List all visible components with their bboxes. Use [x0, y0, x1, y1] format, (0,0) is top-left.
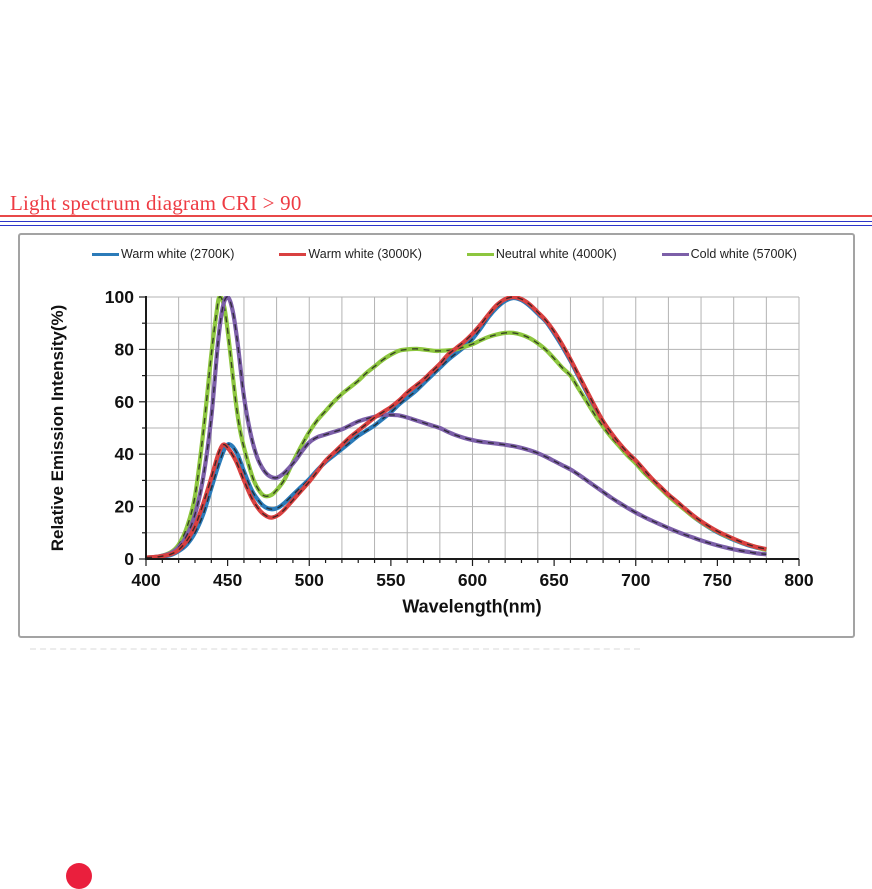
chart-panel: Warm white (2700K) Warm white (3000K) Neut… — [18, 233, 855, 638]
y-tick-label: 100 — [105, 287, 134, 307]
faint-dashed-line — [30, 648, 640, 650]
legend-swatch-icon — [661, 252, 689, 256]
x-axis-title: Wavelength(nm) — [402, 596, 542, 617]
y-tick-label: 60 — [115, 392, 135, 412]
title-rule-red — [0, 215, 872, 217]
x-tick-label: 550 — [376, 570, 405, 590]
spectrum-chart-svg: 400 450 500 550 600 650 700 750 800 0 20 40 60 80 100 — [105, 287, 814, 590]
curve-warm-white-3000k-dash-overlay — [146, 296, 767, 559]
y-tick-label: 80 — [115, 339, 135, 359]
legend-label: Warm white (2700K) — [121, 247, 235, 261]
x-tick-labels: 400 450 500 550 600 650 700 750 800 — [131, 570, 813, 590]
y-tick-label: 20 — [115, 497, 135, 517]
legend-label: Neutral white (4000K) — [495, 247, 617, 261]
title-rule-blue-bottom — [0, 225, 872, 226]
legend-label: Cold white (5700K) — [690, 247, 797, 261]
x-tick-label: 650 — [540, 570, 569, 590]
y-tick-label: 40 — [115, 444, 135, 464]
legend-item-2: Neutral white (4000K) — [466, 247, 617, 261]
curve-neutral-white-4000k — [146, 296, 767, 560]
legend-item-1: Warm white (3000K) — [279, 247, 422, 261]
red-dot-decoration — [66, 863, 92, 889]
x-tick-label: 500 — [295, 570, 324, 590]
x-tick-label: 400 — [131, 570, 160, 590]
x-tick-label: 600 — [458, 570, 487, 590]
y-tick-labels: 0 20 40 60 80 100 — [105, 287, 134, 569]
ticks — [139, 296, 800, 566]
x-tick-label: 750 — [703, 570, 732, 590]
curves — [146, 296, 767, 560]
page-title: Light spectrum diagram CRI > 90 — [10, 191, 302, 215]
curve-neutral-white-4000k-dash-overlay — [146, 296, 767, 559]
curve-cold-white-5700k-dash-overlay — [146, 296, 767, 559]
legend-swatch-icon — [92, 252, 119, 256]
x-tick-label: 700 — [621, 570, 650, 590]
legend-swatch-icon — [279, 252, 307, 256]
title-rule-blue-top — [0, 221, 872, 222]
legend: Warm white (2700K) Warm white (3000K) Neut… — [92, 247, 797, 261]
y-axis-title: Relative Emission Intensity(%) — [48, 304, 67, 552]
y-tick-label: 0 — [124, 549, 134, 569]
legend-label: Warm white (3000K) — [308, 247, 422, 261]
x-tick-label: 450 — [213, 570, 242, 590]
legend-item-3: Cold white (5700K) — [661, 247, 797, 261]
legend-item-0: Warm white (2700K) — [92, 247, 234, 261]
legend-swatch-icon — [466, 252, 494, 256]
curve-warm-white-2700k-dash-overlay — [146, 297, 767, 559]
x-tick-label: 800 — [784, 570, 813, 590]
